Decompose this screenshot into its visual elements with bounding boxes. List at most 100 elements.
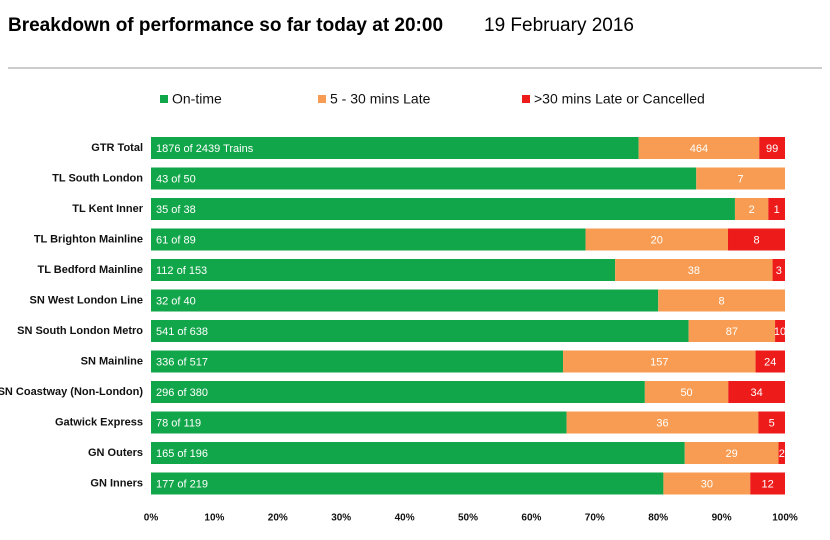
data-label: 5 (769, 417, 775, 429)
bar-segment (151, 320, 689, 342)
bar-segment (768, 198, 785, 220)
bar-segment (566, 411, 759, 434)
bar-segment (728, 381, 785, 403)
bar-segment (696, 167, 785, 190)
bar-segment (638, 137, 760, 159)
data-label: 38 (688, 265, 700, 277)
y-tick-label: TL Brighton Mainline (34, 233, 143, 245)
bar-segment (759, 137, 785, 159)
x-tick-label: 0% (144, 513, 159, 524)
data-label: 10 (774, 326, 786, 338)
bar-segment (688, 320, 776, 342)
bar-segment (663, 472, 751, 495)
y-tick-label: SN West London Line (30, 294, 143, 306)
data-label: 2 (749, 204, 755, 216)
bar-segment (615, 259, 773, 281)
data-label: 32 of 40 (156, 295, 196, 307)
x-tick-label: 30% (331, 513, 351, 524)
x-tick-label: 60% (521, 513, 541, 524)
bar-segment (151, 137, 639, 159)
y-tick-label: TL South London (52, 172, 143, 184)
y-tick-label: SN Coastway (Non-London) (0, 386, 143, 398)
bar-segment (684, 442, 779, 464)
x-tick-label: 50% (458, 513, 478, 524)
bar-segment (151, 381, 645, 403)
bar-segment (772, 259, 785, 281)
data-label: 541 of 638 (156, 326, 208, 338)
bar-segment (728, 228, 785, 251)
data-label: 35 of 38 (156, 204, 196, 216)
bar-segment (658, 289, 785, 312)
bar-segment (151, 350, 564, 373)
legend-label: 5 - 30 mins Late (330, 91, 431, 107)
chart-title: Breakdown of performance so far today at… (8, 15, 443, 36)
bar-segment (750, 472, 785, 495)
x-tick-label: 40% (395, 513, 415, 524)
data-label: 8 (753, 234, 759, 246)
bar-segment (151, 411, 567, 434)
data-label: 2 (779, 448, 785, 460)
legend-swatch (160, 95, 168, 103)
legend-label: >30 mins Late or Cancelled (534, 91, 705, 107)
y-tick-label: GTR Total (91, 142, 143, 154)
data-label: 1876 of 2439 Trains (156, 143, 254, 155)
x-tick-label: 10% (204, 513, 224, 524)
data-label: 30 (701, 478, 713, 490)
x-tick-label: 20% (268, 513, 288, 524)
bar-segment (734, 198, 769, 220)
bar-segment (151, 289, 659, 312)
data-label: 78 of 119 (156, 417, 201, 429)
bar-segment (775, 320, 785, 342)
data-label: 7 (738, 173, 744, 185)
bar-segment (151, 472, 664, 495)
bar-segment (151, 167, 697, 190)
y-tick-label: SN South London Metro (17, 325, 143, 337)
bar-segment (644, 381, 729, 403)
data-label: 177 of 219 (156, 478, 208, 490)
y-tick-label: GN Outers (88, 447, 143, 459)
bar-segment (585, 228, 729, 251)
bar-segment (151, 442, 685, 464)
data-label: 3 (776, 265, 782, 277)
bar-segment (151, 198, 735, 220)
legend-swatch (522, 95, 530, 103)
data-label: 43 of 50 (156, 173, 196, 185)
y-tick-label: TL Kent Inner (72, 203, 143, 215)
data-label: 87 (726, 326, 738, 338)
data-label: 157 (650, 356, 668, 368)
x-tick-label: 100% (772, 513, 798, 524)
data-label: 1 (774, 204, 780, 216)
legend-label: On-time (172, 91, 222, 107)
x-tick-label: 80% (648, 513, 668, 524)
x-tick-label: 90% (712, 513, 732, 524)
bar-segment (778, 442, 785, 464)
bar-segment (758, 411, 785, 434)
data-label: 99 (766, 143, 778, 155)
bar-segment (563, 350, 756, 373)
x-tick-label: 70% (585, 513, 605, 524)
bar-segment (151, 259, 616, 281)
data-label: 336 of 517 (156, 356, 208, 368)
data-label: 165 of 196 (156, 448, 208, 460)
data-label: 34 (751, 387, 763, 399)
data-label: 36 (656, 417, 668, 429)
legend-swatch (318, 95, 326, 103)
data-label: 29 (726, 448, 738, 460)
bar-segment (755, 350, 785, 373)
chart-subtitle: 19 February 2016 (484, 15, 634, 36)
y-tick-label: Gatwick Express (55, 416, 143, 428)
y-tick-label: SN Mainline (81, 355, 143, 367)
data-label: 296 of 380 (156, 387, 208, 399)
y-tick-label: TL Bedford Mainline (37, 264, 143, 276)
data-label: 12 (762, 478, 774, 490)
data-label: 50 (680, 387, 692, 399)
data-label: 464 (690, 143, 708, 155)
data-label: 8 (719, 295, 725, 307)
y-tick-label: GN Inners (90, 477, 143, 489)
data-label: 112 of 153 (156, 265, 207, 277)
data-label: 24 (764, 356, 776, 368)
data-label: 61 of 89 (156, 234, 196, 246)
data-label: 20 (651, 234, 663, 246)
bar-segment (151, 228, 586, 251)
